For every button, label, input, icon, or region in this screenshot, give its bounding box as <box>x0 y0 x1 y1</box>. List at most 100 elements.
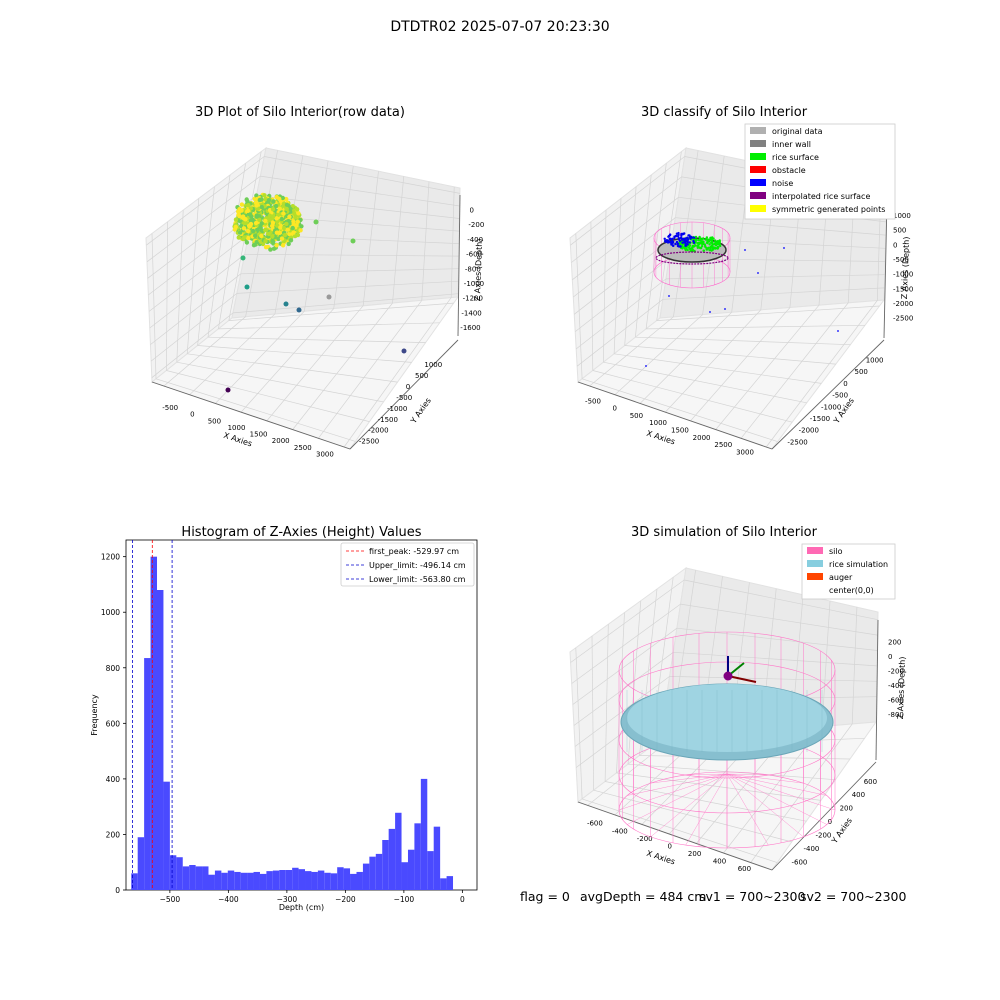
p4-grid-z <box>669 676 877 682</box>
p3-bar <box>279 870 286 890</box>
p2-rice-point <box>705 236 709 239</box>
p3-bar <box>414 823 421 890</box>
p2-grid-y <box>635 174 652 338</box>
p2-rice-point <box>679 243 682 246</box>
p2-noise-point <box>682 232 685 236</box>
p2-legend-label: interpolated rice surface <box>772 192 870 201</box>
p2-grid-z <box>570 156 685 246</box>
p2-noise-point <box>837 330 839 332</box>
p1-x-tick-label: -500 <box>162 404 178 412</box>
p2-grid-z <box>575 278 667 350</box>
p4-x-axis-line <box>577 801 773 871</box>
p2-rice-point <box>699 246 703 250</box>
p2-noise-point <box>645 365 647 367</box>
p4-grid-z <box>673 651 878 667</box>
p2-noise-point <box>667 234 671 238</box>
p4-silo-wire <box>685 773 728 846</box>
p2-rice-point <box>697 242 700 245</box>
p2-rice-point <box>717 241 720 244</box>
p2-y-tick-label: -500 <box>832 392 848 400</box>
p1-z-tick-label: -600 <box>466 251 482 259</box>
p1-grid-y <box>228 302 454 321</box>
p1-point <box>251 228 256 234</box>
p3-title: Histogram of Z-Axies (Height) Values <box>181 525 421 540</box>
p1-grid-z <box>256 195 460 219</box>
p2-legend-label: obstacle <box>772 166 806 175</box>
p3-bar <box>131 873 138 890</box>
p2-rice-point <box>712 237 715 240</box>
p2-legend-swatch <box>750 166 766 173</box>
p2-rice-point <box>694 235 698 239</box>
p2-rice-point <box>709 237 712 240</box>
p1-point <box>258 224 263 230</box>
p1-grid-z <box>150 293 238 362</box>
p2-noise-point <box>663 237 666 240</box>
p1-grid-z <box>260 175 460 207</box>
p1-point <box>281 211 286 216</box>
p4-z-tick-label: 0 <box>888 653 892 661</box>
p2-z-tick-label: 0 <box>893 241 897 249</box>
sv1-text: sv1 = 700~2300 <box>699 889 805 904</box>
p2-grid-x <box>702 155 725 315</box>
p3-y-tick-label: 0 <box>115 886 120 895</box>
p2-title: 3D classify of Silo Interior <box>641 105 808 120</box>
p1-point <box>240 236 246 242</box>
p2-grid-z <box>662 287 885 300</box>
p4-grid-z <box>571 603 681 684</box>
p2-grid-x <box>765 300 878 448</box>
p1-point <box>280 243 286 248</box>
p2-noise-point <box>677 233 680 237</box>
p1-title: 3D Plot of Silo Interior(row data) <box>195 105 405 120</box>
p2-grid-y <box>646 324 866 330</box>
p1-point <box>263 245 269 250</box>
p1-x-tick-label: 2000 <box>272 437 290 445</box>
p3-bar <box>221 872 228 890</box>
p1-point <box>254 203 259 208</box>
p2-noise-point <box>680 234 683 237</box>
p1-point <box>274 230 280 235</box>
p1-grid-x <box>292 302 393 430</box>
p4-legend-swatch <box>807 547 823 554</box>
p4-z-tick-label: -800 <box>888 711 904 719</box>
p1-point <box>259 221 264 226</box>
p4-z-tick-label: 200 <box>888 638 901 646</box>
p3-bar <box>305 871 312 890</box>
p1-y-tick-label: 0 <box>406 383 410 391</box>
p1-point <box>294 207 300 212</box>
p3-legend-label: first_peak: -529.97 cm <box>369 547 459 556</box>
p2-rice-point <box>706 241 709 245</box>
p2-grid-y <box>613 198 622 354</box>
p3-bar <box>440 878 447 890</box>
p1-x-axis-label: X Axies <box>222 431 253 449</box>
p4-x-tick-label: 400 <box>713 858 726 866</box>
p4-center-marker <box>723 671 733 681</box>
p2-noise-point <box>675 232 679 235</box>
p2-x-tick-label: 0 <box>612 405 616 413</box>
p2-rice-point <box>713 247 716 250</box>
p4-z-axis-label: Z Axies (Depth) <box>896 656 907 719</box>
p2-noise-point <box>686 241 689 244</box>
p3-bar <box>337 867 344 890</box>
p3-y-tick-label: 600 <box>106 719 121 728</box>
p3-x-axis-label: Depth (cm) <box>279 903 324 912</box>
p1-point <box>246 235 251 241</box>
p4-grid-y <box>604 624 609 782</box>
p2-z-axis-line <box>883 199 888 339</box>
p4-x-tick-label: -600 <box>587 820 603 828</box>
p1-grid-y <box>166 370 370 422</box>
p2-legend-label: inner wall <box>772 140 811 149</box>
p2-grid-y <box>581 378 778 442</box>
p1-point <box>263 239 268 244</box>
p2-y-tick-label: -2500 <box>787 438 807 446</box>
p2-y-tick-label: 1000 <box>866 357 884 365</box>
p2-noise-point <box>678 239 682 243</box>
p4-legend-swatch <box>807 573 823 580</box>
p1-point <box>350 238 356 244</box>
p1-point <box>292 211 297 216</box>
p3-bar <box>285 870 293 890</box>
p2-noise-point <box>680 238 684 241</box>
p4-x-axis-label: X Axies <box>645 849 676 867</box>
p2-y-tick-label: -1500 <box>810 415 830 423</box>
p2-rice-point <box>699 239 702 242</box>
